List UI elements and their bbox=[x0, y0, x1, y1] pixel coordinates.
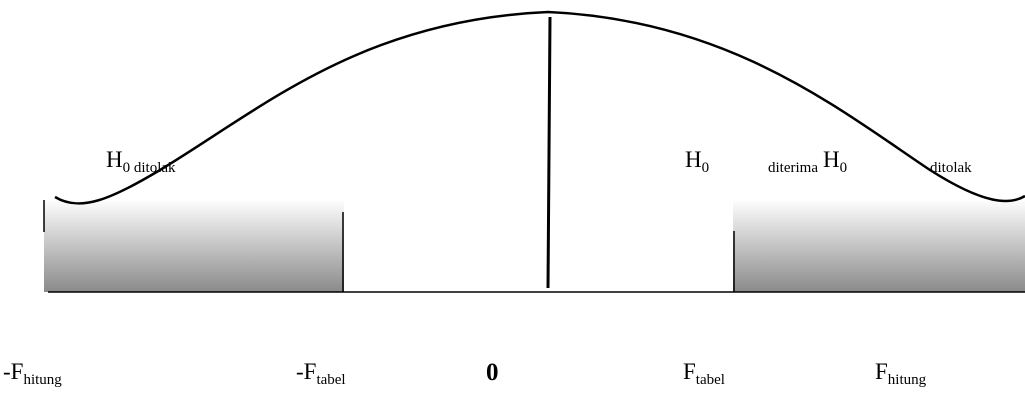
center-line bbox=[546, 16, 552, 289]
left-rejection-region bbox=[44, 199, 344, 292]
label-accept-h: H0 bbox=[685, 147, 709, 176]
axis-label-f-tabel: Ftabel bbox=[683, 359, 725, 388]
label-accept-word: diterima bbox=[768, 160, 818, 176]
label-right-reject-h: H0 bbox=[823, 147, 847, 176]
axis-label-neg-f-tabel: -Ftabel bbox=[296, 359, 346, 388]
label-left-reject: H0 ditolak bbox=[106, 147, 176, 176]
axis-label-neg-f-hitung: -Fhitung bbox=[3, 359, 62, 388]
axis-label-f-hitung: Fhitung bbox=[875, 359, 927, 388]
axis-label-zero: 0 bbox=[486, 359, 499, 386]
label-right-reject-word: ditolak bbox=[930, 160, 972, 176]
right-rejection-region bbox=[733, 199, 1025, 292]
bell-curve bbox=[54, 10, 1025, 205]
